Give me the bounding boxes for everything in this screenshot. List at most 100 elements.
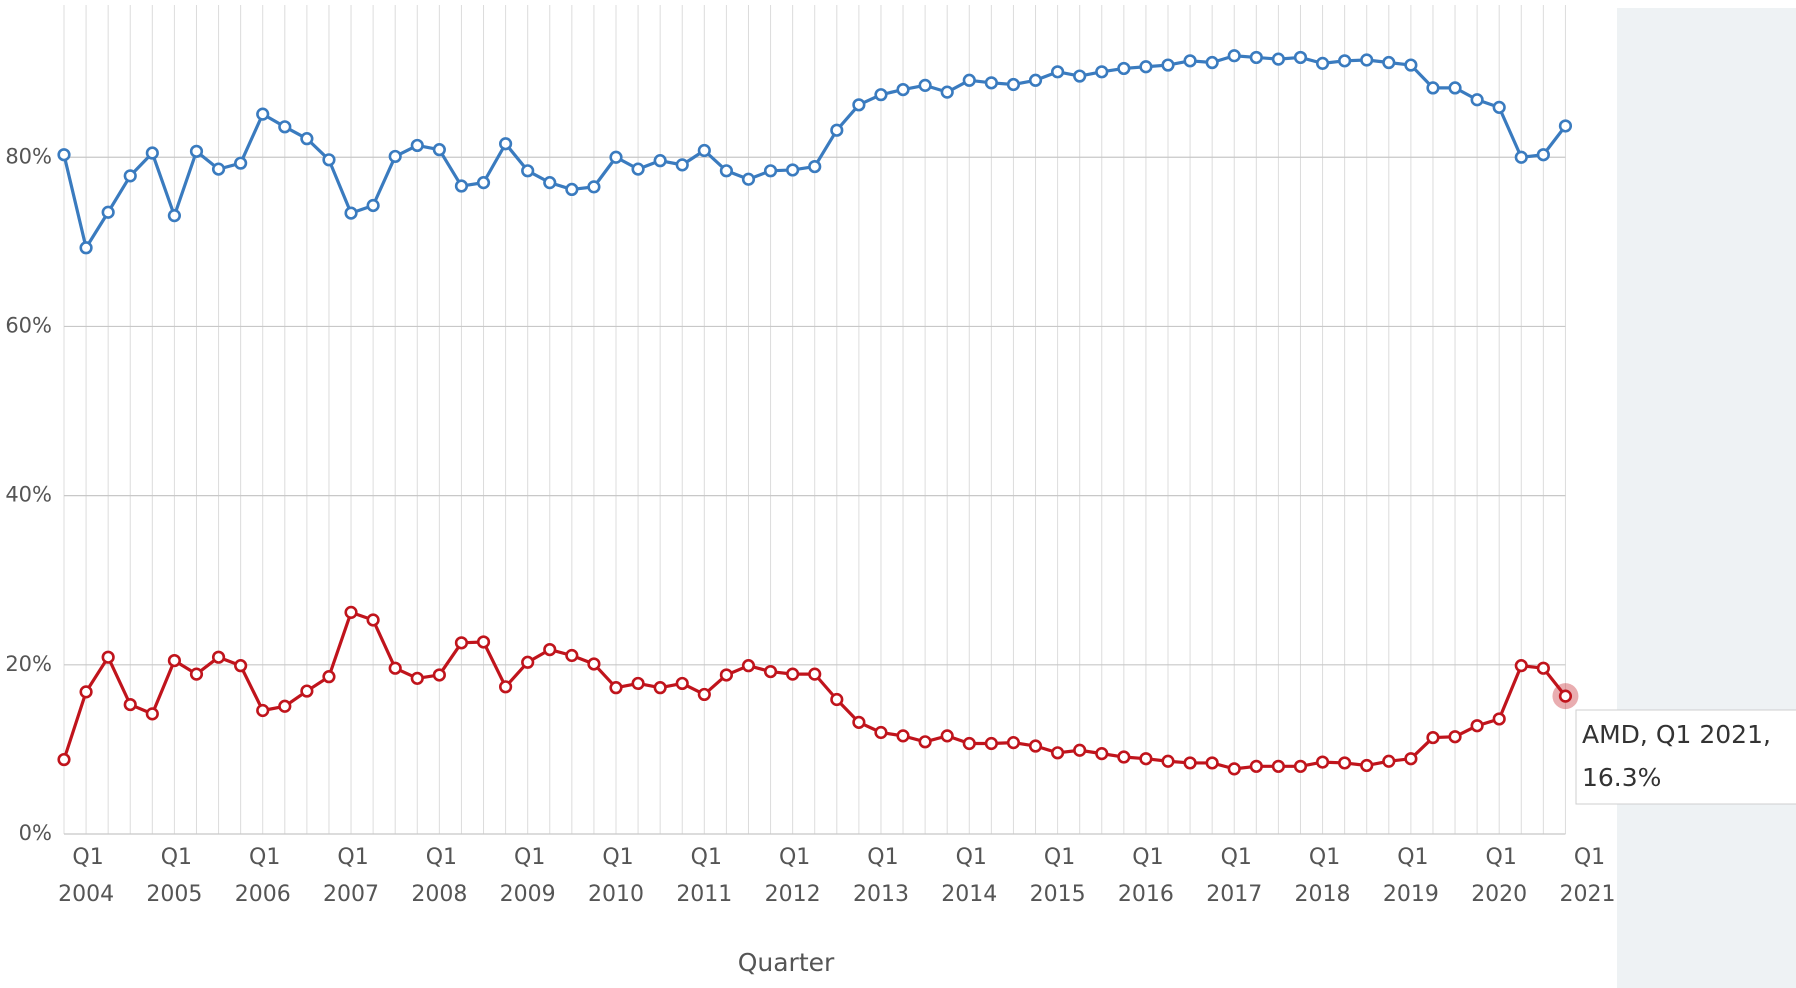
point bbox=[1227, 49, 1241, 63]
x-tick-year: 2018 bbox=[1295, 882, 1351, 907]
point bbox=[521, 655, 535, 669]
point bbox=[388, 149, 402, 164]
point bbox=[1161, 58, 1175, 72]
point bbox=[852, 98, 866, 112]
point bbox=[101, 205, 115, 219]
point bbox=[1315, 56, 1330, 70]
point bbox=[543, 176, 557, 190]
point bbox=[322, 670, 336, 684]
point bbox=[741, 172, 756, 186]
point bbox=[211, 162, 226, 176]
point bbox=[476, 635, 491, 649]
tooltip-text: AMD, Q1 2021, bbox=[1582, 720, 1771, 749]
point bbox=[366, 198, 380, 213]
point bbox=[1448, 730, 1462, 744]
point bbox=[1492, 712, 1506, 726]
point bbox=[1492, 100, 1506, 114]
point bbox=[410, 671, 424, 685]
point bbox=[476, 176, 491, 190]
point bbox=[697, 687, 711, 702]
point bbox=[1514, 150, 1528, 164]
side-panel bbox=[1617, 8, 1796, 988]
point bbox=[984, 736, 998, 751]
point bbox=[565, 182, 579, 197]
point bbox=[344, 605, 358, 619]
x-tick-label: Q1 bbox=[691, 845, 722, 870]
point bbox=[962, 736, 976, 751]
point bbox=[1161, 754, 1175, 768]
point bbox=[631, 676, 645, 691]
y-tick-label: 80% bbox=[5, 144, 52, 168]
point bbox=[167, 209, 181, 223]
point bbox=[1050, 65, 1065, 79]
x-tick-year: 2015 bbox=[1030, 882, 1086, 907]
x-tick-label: Q1 bbox=[249, 845, 280, 870]
point bbox=[1558, 119, 1573, 133]
point bbox=[1117, 750, 1131, 764]
point bbox=[1006, 77, 1021, 92]
point bbox=[763, 164, 778, 178]
point bbox=[1360, 53, 1374, 67]
point bbox=[786, 667, 800, 681]
point bbox=[432, 668, 446, 682]
point bbox=[79, 685, 93, 699]
point bbox=[1360, 758, 1374, 773]
point bbox=[344, 206, 358, 220]
point bbox=[808, 667, 822, 681]
point bbox=[896, 729, 910, 743]
point bbox=[1028, 73, 1043, 87]
point bbox=[653, 154, 667, 168]
point bbox=[786, 163, 800, 177]
x-tick-label: Q1 bbox=[779, 845, 810, 870]
x-tick-label: Q1 bbox=[1044, 845, 1075, 870]
x-tick-year: 2014 bbox=[941, 882, 997, 907]
x-tick-year: 2008 bbox=[411, 882, 467, 907]
point bbox=[918, 78, 932, 92]
point bbox=[256, 703, 270, 718]
point bbox=[830, 123, 844, 137]
point bbox=[874, 725, 888, 740]
point bbox=[719, 164, 734, 178]
x-tick-year: 2012 bbox=[765, 882, 821, 907]
x-tick-label: Q1 bbox=[1486, 845, 1517, 870]
point bbox=[1028, 739, 1043, 753]
point bbox=[1095, 747, 1109, 761]
point bbox=[1536, 148, 1550, 162]
point bbox=[234, 156, 248, 170]
point bbox=[1448, 81, 1462, 95]
x-tick-label: Q1 bbox=[72, 845, 103, 870]
point bbox=[1426, 730, 1440, 745]
x-tick-year: 2013 bbox=[853, 882, 909, 907]
x-tick-label: Q1 bbox=[1397, 845, 1428, 870]
x-tick-year: 2021 bbox=[1560, 882, 1616, 907]
point bbox=[1514, 659, 1528, 673]
point bbox=[984, 76, 998, 90]
point bbox=[521, 164, 535, 178]
point bbox=[1271, 759, 1285, 773]
point bbox=[1382, 55, 1396, 70]
point bbox=[145, 146, 159, 160]
x-tick-year: 2006 bbox=[235, 882, 291, 907]
point bbox=[940, 85, 954, 99]
x-tick-label: Q1 bbox=[1574, 845, 1605, 870]
point bbox=[1558, 689, 1573, 703]
x-tick-label: Q1 bbox=[337, 845, 368, 870]
point bbox=[145, 707, 159, 721]
x-tick-year: 2011 bbox=[676, 882, 732, 907]
point bbox=[101, 650, 115, 664]
point bbox=[189, 144, 204, 158]
x-tick-label: Q1 bbox=[161, 845, 192, 870]
point bbox=[410, 138, 424, 153]
y-tick-label: 60% bbox=[5, 313, 52, 337]
point bbox=[1470, 93, 1484, 107]
x-tick-label: Q1 bbox=[1221, 845, 1252, 870]
point bbox=[609, 681, 623, 695]
x-tick-label: Q1 bbox=[514, 845, 545, 870]
point bbox=[609, 150, 623, 164]
point bbox=[57, 752, 71, 767]
point bbox=[167, 653, 181, 668]
point bbox=[1293, 50, 1308, 65]
point bbox=[1382, 754, 1396, 768]
point bbox=[1293, 759, 1308, 773]
